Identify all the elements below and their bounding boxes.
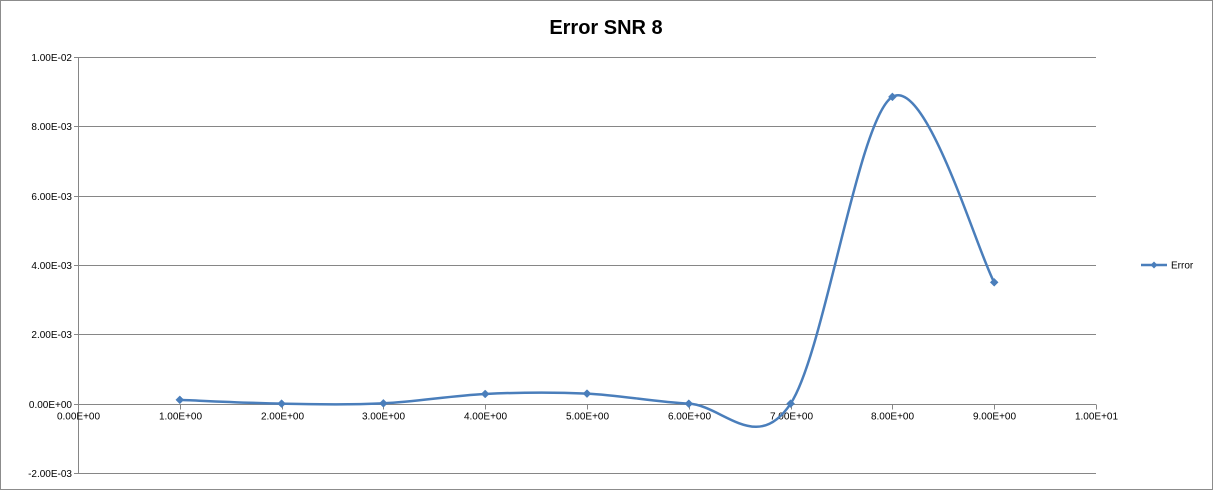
legend-marker [1150, 261, 1158, 269]
data-point-marker [684, 399, 694, 409]
data-point-marker [888, 92, 897, 102]
legend: Error [1141, 261, 1194, 272]
x-tick-label: 9.00E+00 [973, 412, 1017, 423]
x-tick-label: 6.00E+00 [668, 412, 712, 423]
y-axis-ticks: -2.00E-03 0.00E+00 2.00E-03 4.00E-03 6.00E-0… [28, 53, 72, 480]
y-tick-label: 4.00E-03 [31, 261, 72, 272]
data-point-marker [582, 389, 592, 398]
y-tick-label: 6.00E-03 [31, 192, 72, 203]
y-tick-label: 1.00E-02 [31, 53, 72, 64]
y-tick-label: 0.00E+00 [29, 400, 73, 411]
data-point-marker [480, 389, 490, 399]
x-tick-label: 0.00E+00 [57, 412, 101, 423]
x-tick-label: 7.00E+00 [770, 412, 814, 423]
data-point-marker [175, 395, 185, 405]
chart-title: Error SNR 8 [549, 17, 662, 39]
data-point-marker [989, 277, 999, 287]
x-tick-label: 1.00E+00 [159, 412, 203, 423]
data-point-marker [786, 399, 795, 409]
series-group [175, 92, 999, 428]
y-tick-label: -2.00E-03 [28, 469, 72, 480]
x-tick-label: 1.00E+01 [1075, 412, 1119, 423]
data-point-marker [277, 399, 286, 409]
y-tick-label: 2.00E-03 [31, 330, 72, 341]
x-tick-label: 2.00E+00 [261, 412, 305, 423]
x-tick-label: 8.00E+00 [871, 412, 915, 423]
x-tick-label: 4.00E+00 [464, 412, 508, 423]
x-tick-label: 5.00E+00 [566, 412, 610, 423]
legend-label: Error [1171, 261, 1194, 272]
data-point-marker [379, 398, 388, 408]
y-tick-label: 8.00E-03 [31, 122, 72, 133]
series-line-error [179, 94, 996, 428]
x-axis-ticks: 0.00E+00 1.00E+00 2.00E+00 3.00E+00 4.00E+00… [57, 412, 1119, 423]
x-tick-label: 3.00E+00 [362, 412, 406, 423]
